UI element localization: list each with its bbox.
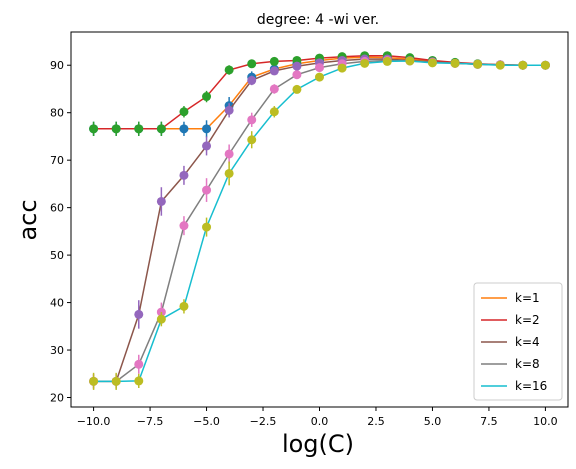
y-axis-label: acc <box>14 199 42 240</box>
y-tick-label: 40 <box>50 297 64 310</box>
data-point <box>518 60 528 70</box>
data-point <box>224 168 234 178</box>
data-point <box>269 84 279 94</box>
data-point <box>473 59 483 69</box>
x-axis-label: log(C) <box>282 430 354 458</box>
data-point <box>202 185 212 195</box>
y-tick-label: 30 <box>50 344 64 357</box>
data-point <box>292 61 302 71</box>
data-point <box>134 124 144 134</box>
x-tick-label: −10.0 <box>77 415 111 428</box>
x-tick-label: −5.0 <box>193 415 220 428</box>
data-point <box>382 56 392 66</box>
data-point <box>111 124 121 134</box>
data-point <box>202 92 212 102</box>
y-tick-label: 70 <box>50 154 64 167</box>
legend-box <box>473 282 563 401</box>
data-point <box>405 56 415 66</box>
data-point <box>247 135 257 145</box>
data-point <box>179 170 189 180</box>
data-point <box>315 63 324 73</box>
x-tick-label: −7.5 <box>137 415 164 428</box>
data-point <box>89 124 99 134</box>
x-tick-label: 10.0 <box>533 415 558 428</box>
data-point <box>202 222 212 232</box>
series-k16 <box>89 56 550 390</box>
x-tick-label: 5.0 <box>424 415 442 428</box>
data-point <box>247 75 257 85</box>
x-tick-label: 2.5 <box>367 415 385 428</box>
x-tick-label: 0.0 <box>311 415 329 428</box>
data-point <box>179 124 189 134</box>
data-point <box>269 107 279 117</box>
data-point <box>179 301 189 311</box>
y-tick-label: 80 <box>50 107 64 120</box>
data-point <box>134 309 144 319</box>
data-point <box>202 141 212 151</box>
data-point <box>360 58 370 68</box>
data-point <box>337 63 347 73</box>
data-point <box>156 124 166 134</box>
legend: k=1 k=2 k=4 k=8 k=16 <box>473 282 563 401</box>
y-tick-label: 90 <box>50 59 64 72</box>
data-point <box>224 65 234 75</box>
axis-ticks: −10.0 −7.5 −5.0 −2.5 0.0 2.5 5.0 7.5 10.0 20 30 40 5… <box>50 59 558 428</box>
data-point <box>247 59 257 69</box>
data-point <box>134 359 144 369</box>
legend-entry: k=16 <box>515 379 547 393</box>
data-point <box>292 84 302 94</box>
data-point <box>495 60 505 70</box>
data-point <box>156 314 166 324</box>
y-tick-label: 20 <box>50 392 64 405</box>
data-point <box>202 124 212 134</box>
legend-entry: k=1 <box>515 291 540 305</box>
plot-frame <box>70 31 569 408</box>
y-tick-label: 50 <box>50 249 64 262</box>
data-point <box>450 58 460 68</box>
data-point <box>292 70 302 80</box>
data-point <box>269 56 279 66</box>
data-point <box>179 221 189 231</box>
data-point <box>111 376 121 386</box>
legend-entry: k=8 <box>515 357 540 371</box>
plot-area <box>89 51 550 390</box>
x-tick-label: 7.5 <box>480 415 498 428</box>
data-point <box>224 105 234 115</box>
data-point <box>540 60 550 70</box>
legend-entry: k=2 <box>515 313 540 327</box>
legend-entry: k=4 <box>515 335 540 349</box>
data-point <box>89 376 99 386</box>
x-tick-label: −2.5 <box>250 415 277 428</box>
data-point <box>224 149 234 159</box>
data-point <box>315 72 324 82</box>
chart-title: degree: 4 -wi ver. <box>257 12 379 28</box>
data-point <box>269 66 279 76</box>
data-point <box>247 115 257 125</box>
data-point <box>427 58 437 68</box>
data-point <box>179 107 189 117</box>
data-point <box>156 196 166 206</box>
data-point <box>134 376 144 386</box>
y-tick-label: 60 <box>50 202 64 215</box>
